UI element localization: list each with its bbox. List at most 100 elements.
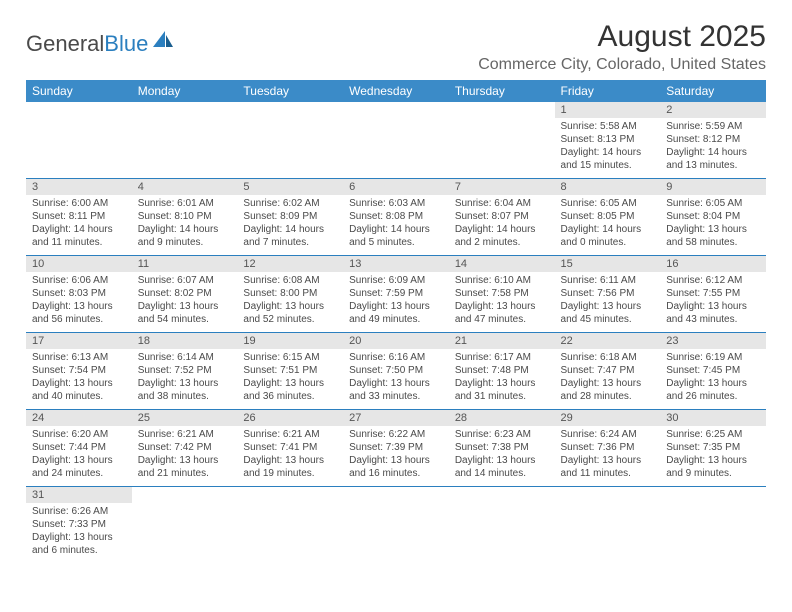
sunrise-text: Sunrise: 6:21 AM [138,428,232,441]
day-content: Sunrise: 5:58 AMSunset: 8:13 PMDaylight:… [555,118,661,176]
sunrise-text: Sunrise: 6:08 AM [243,274,337,287]
calendar-cell: 24Sunrise: 6:20 AMSunset: 7:44 PMDayligh… [26,410,132,487]
calendar-cell: 7Sunrise: 6:04 AMSunset: 8:07 PMDaylight… [449,179,555,256]
daylight-text: Daylight: 13 hours and 16 minutes. [349,454,443,480]
calendar-cell: 19Sunrise: 6:15 AMSunset: 7:51 PMDayligh… [237,333,343,410]
calendar-cell: 27Sunrise: 6:22 AMSunset: 7:39 PMDayligh… [343,410,449,487]
calendar-cell: 5 Sunrise: 6:02 AMSunset: 8:09 PMDaylight… [237,179,343,256]
calendar-cell: 6Sunrise: 6:03 AMSunset: 8:08 PMDaylight… [343,179,449,256]
sunrise-text: Sunrise: 6:05 AM [666,197,760,210]
calendar-cell [555,487,661,564]
day-number: 10 [26,256,132,272]
daylight-text: Daylight: 13 hours and 33 minutes. [349,377,443,403]
sunrise-text: Sunrise: 6:01 AM [138,197,232,210]
dh-wed: Wednesday [343,80,449,102]
sunrise-text: Sunrise: 6:10 AM [455,274,549,287]
sunset-text: Sunset: 8:11 PM [32,210,126,223]
daylight-text: Daylight: 14 hours and 7 minutes. [243,223,337,249]
day-number: 13 [343,256,449,272]
day-content: Sunrise: 6:21 AMSunset: 7:41 PMDaylight:… [237,426,343,484]
day-number: 27 [343,410,449,426]
day-number: 24 [26,410,132,426]
calendar-cell: 29Sunrise: 6:24 AMSunset: 7:36 PMDayligh… [555,410,661,487]
dh-sat: Saturday [660,80,766,102]
day-content: Sunrise: 6:15 AMSunset: 7:51 PMDaylight:… [237,349,343,407]
sunset-text: Sunset: 8:09 PM [243,210,337,223]
calendar-cell: 30Sunrise: 6:25 AMSunset: 7:35 PMDayligh… [660,410,766,487]
day-content: Sunrise: 6:16 AMSunset: 7:50 PMDaylight:… [343,349,449,407]
calendar-table: Sunday Monday Tuesday Wednesday Thursday… [26,80,766,563]
dh-sun: Sunday [26,80,132,102]
day-number: 17 [26,333,132,349]
dh-tue: Tuesday [237,80,343,102]
page-subtitle: Commerce City, Colorado, United States [478,56,766,74]
sunset-text: Sunset: 7:33 PM [32,518,126,531]
day-number: 22 [555,333,661,349]
logo: GeneralBlue [26,20,174,58]
sunrise-text: Sunrise: 6:00 AM [32,197,126,210]
sunrise-text: Sunrise: 6:26 AM [32,505,126,518]
daylight-text: Daylight: 13 hours and 24 minutes. [32,454,126,480]
sunrise-text: Sunrise: 6:20 AM [32,428,126,441]
calendar-cell [449,487,555,564]
calendar-cell: 20Sunrise: 6:16 AMSunset: 7:50 PMDayligh… [343,333,449,410]
day-content: Sunrise: 6:13 AMSunset: 7:54 PMDaylight:… [26,349,132,407]
day-content: Sunrise: 6:03 AMSunset: 8:08 PMDaylight:… [343,195,449,253]
calendar-cell: 10Sunrise: 6:06 AMSunset: 8:03 PMDayligh… [26,256,132,333]
day-number: 21 [449,333,555,349]
sunrise-text: Sunrise: 6:11 AM [561,274,655,287]
day-number: 18 [132,333,238,349]
calendar-cell: 15Sunrise: 6:11 AMSunset: 7:56 PMDayligh… [555,256,661,333]
sunrise-text: Sunrise: 6:02 AM [243,197,337,210]
sunrise-text: Sunrise: 6:19 AM [666,351,760,364]
day-content: Sunrise: 6:19 AMSunset: 7:45 PMDaylight:… [660,349,766,407]
sunset-text: Sunset: 7:56 PM [561,287,655,300]
calendar-cell [449,102,555,179]
day-content: Sunrise: 6:05 AMSunset: 8:04 PMDaylight:… [660,195,766,253]
daylight-text: Daylight: 13 hours and 56 minutes. [32,300,126,326]
sunset-text: Sunset: 7:58 PM [455,287,549,300]
calendar-cell [343,487,449,564]
sunrise-text: Sunrise: 6:07 AM [138,274,232,287]
day-number: 7 [449,179,555,195]
calendar-cell: 31Sunrise: 6:26 AMSunset: 7:33 PMDayligh… [26,487,132,564]
calendar-cell: 13Sunrise: 6:09 AMSunset: 7:59 PMDayligh… [343,256,449,333]
calendar-cell: 8Sunrise: 6:05 AMSunset: 8:05 PMDaylight… [555,179,661,256]
calendar-cell: 3Sunrise: 6:00 AMSunset: 8:11 PMDaylight… [26,179,132,256]
calendar-cell: 14Sunrise: 6:10 AMSunset: 7:58 PMDayligh… [449,256,555,333]
daylight-text: Daylight: 13 hours and 14 minutes. [455,454,549,480]
daylight-text: Daylight: 13 hours and 28 minutes. [561,377,655,403]
dh-mon: Monday [132,80,238,102]
day-number: 25 [132,410,238,426]
calendar-cell: 17Sunrise: 6:13 AMSunset: 7:54 PMDayligh… [26,333,132,410]
calendar-row: 3 Sunrise: 6:00 AMSunset: 8:11 PM Daylight… [26,179,766,256]
daylight-text: Daylight: 13 hours and 19 minutes. [243,454,337,480]
sunrise-text: Sunrise: 5:59 AM [666,120,760,133]
calendar-row: 31Sunrise: 6:26 AMSunset: 7:33 PMDayligh… [26,487,766,564]
calendar-cell: 26Sunrise: 6:21 AMSunset: 7:41 PMDayligh… [237,410,343,487]
day-number: 1 [555,102,661,118]
day-content: Sunrise: 6:26 AMSunset: 7:33 PMDaylight:… [26,503,132,561]
sunset-text: Sunset: 7:38 PM [455,441,549,454]
sunset-text: Sunset: 8:00 PM [243,287,337,300]
sunrise-text: Sunrise: 6:25 AM [666,428,760,441]
daylight-text: Daylight: 13 hours and 36 minutes. [243,377,337,403]
daylight-text: Daylight: 14 hours and 2 minutes. [455,223,549,249]
sunset-text: Sunset: 7:48 PM [455,364,549,377]
day-number: 3 [26,179,132,195]
sunrise-text: Sunrise: 6:17 AM [455,351,549,364]
day-content: Sunrise: 6:25 AMSunset: 7:35 PMDaylight:… [660,426,766,484]
day-number: 11 [132,256,238,272]
calendar-cell: 18Sunrise: 6:14 AMSunset: 7:52 PMDayligh… [132,333,238,410]
sunset-text: Sunset: 8:07 PM [455,210,549,223]
sunset-text: Sunset: 7:59 PM [349,287,443,300]
daylight-text: Daylight: 13 hours and 26 minutes. [666,377,760,403]
calendar-cell [132,487,238,564]
sunrise-text: Sunrise: 6:21 AM [243,428,337,441]
sunrise-text: Sunrise: 6:09 AM [349,274,443,287]
header: GeneralBlue August 2025 Commerce City, C… [26,20,766,74]
day-number: 5 [237,179,343,195]
daylight-text: Daylight: 13 hours and 47 minutes. [455,300,549,326]
daylight-text: Daylight: 13 hours and 21 minutes. [138,454,232,480]
logo-sail-icon [152,30,174,56]
